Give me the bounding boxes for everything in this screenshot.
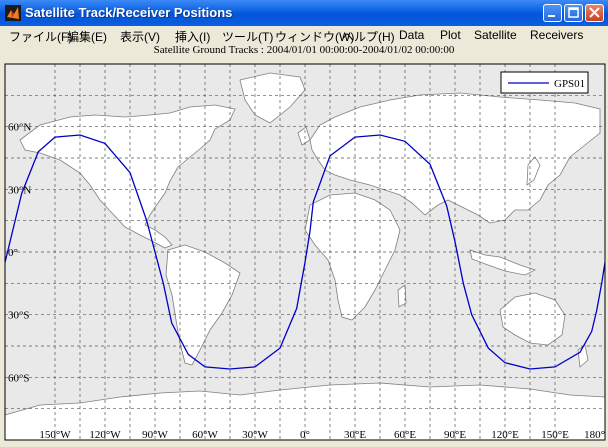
window-title: Satellite Track/Receiver Positions	[25, 5, 233, 20]
legend-label-gps01: GPS01	[554, 78, 585, 90]
landmass-north-america	[19, 104, 236, 249]
close-button[interactable]	[585, 4, 604, 22]
x-tick-label: 30°W	[242, 429, 268, 441]
x-tick-label: 0°	[300, 429, 310, 441]
landmass-africa	[304, 192, 401, 321]
menu-edit[interactable]: 編集(E)	[67, 30, 107, 44]
x-tick-label: 120°E	[491, 429, 519, 441]
map-axes[interactable]: 150°W 120°W 90°W 60°W 30°W 0° 30°E 60°E 90°E 120°…	[0, 45, 608, 447]
y-tick-label: 60°N	[8, 122, 31, 134]
menu-satellite[interactable]: Satellite	[474, 28, 517, 42]
menu-plot[interactable]: Plot	[440, 28, 461, 42]
x-tick-label: 120°W	[89, 429, 121, 441]
figure-area: Satellite Ground Tracks : 2004/01/01 00:…	[0, 44, 608, 447]
maximize-button[interactable]	[564, 4, 583, 22]
x-tick-label: 30°E	[344, 429, 366, 441]
x-tick-label: 90°W	[142, 429, 168, 441]
menu-help[interactable]: ヘルプ(H)	[342, 30, 395, 44]
minimize-icon	[548, 15, 555, 17]
landmass-uk	[297, 126, 311, 146]
maximize-icon	[568, 7, 579, 18]
minimize-button[interactable]	[543, 4, 562, 22]
landmass-madagascar	[397, 284, 407, 308]
menu-insert[interactable]: 挿入(I)	[175, 30, 211, 44]
menu-file[interactable]: ファイル(F)	[9, 30, 73, 44]
y-tick-label: 30°S	[8, 310, 30, 322]
menu-window[interactable]: ウィンドウ(W)	[275, 30, 355, 44]
menu-tools[interactable]: ツール(T)	[222, 30, 274, 44]
x-tick-label: 60°E	[394, 429, 416, 441]
grid-lines	[5, 64, 605, 440]
y-tick-label: 60°S	[8, 372, 30, 384]
landmass-australia	[499, 292, 566, 346]
x-tick-label: 180°	[584, 429, 605, 441]
plot-title: Satellite Ground Tracks : 2004/01/01 00:…	[153, 44, 455, 56]
x-tick-label: 60°W	[192, 429, 218, 441]
matlab-logo-icon	[5, 5, 21, 21]
menu-receivers[interactable]: Receivers	[530, 28, 584, 42]
menu-view[interactable]: 表示(V)	[120, 30, 160, 44]
x-tick-label: 150°E	[541, 429, 569, 441]
axes-frame	[4, 63, 606, 441]
y-tick-label: 0°	[8, 247, 18, 259]
landmass-greenland	[239, 72, 306, 124]
menu-data[interactable]: Data	[399, 28, 425, 42]
legend[interactable]: GPS01	[500, 71, 589, 94]
menu-bar: ファイル(F) 編集(E) 表示(V) 挿入(I) ツール(T) ウィンドウ(W…	[0, 26, 608, 45]
title-bar[interactable]: Satellite Track/Receiver Positions	[0, 0, 608, 26]
x-tick-label: 90°E	[444, 429, 466, 441]
y-tick-label: 30°N	[8, 184, 31, 196]
close-icon	[589, 7, 600, 18]
satellite-track-line	[4, 134, 606, 370]
x-tick-label: 150°W	[39, 429, 71, 441]
